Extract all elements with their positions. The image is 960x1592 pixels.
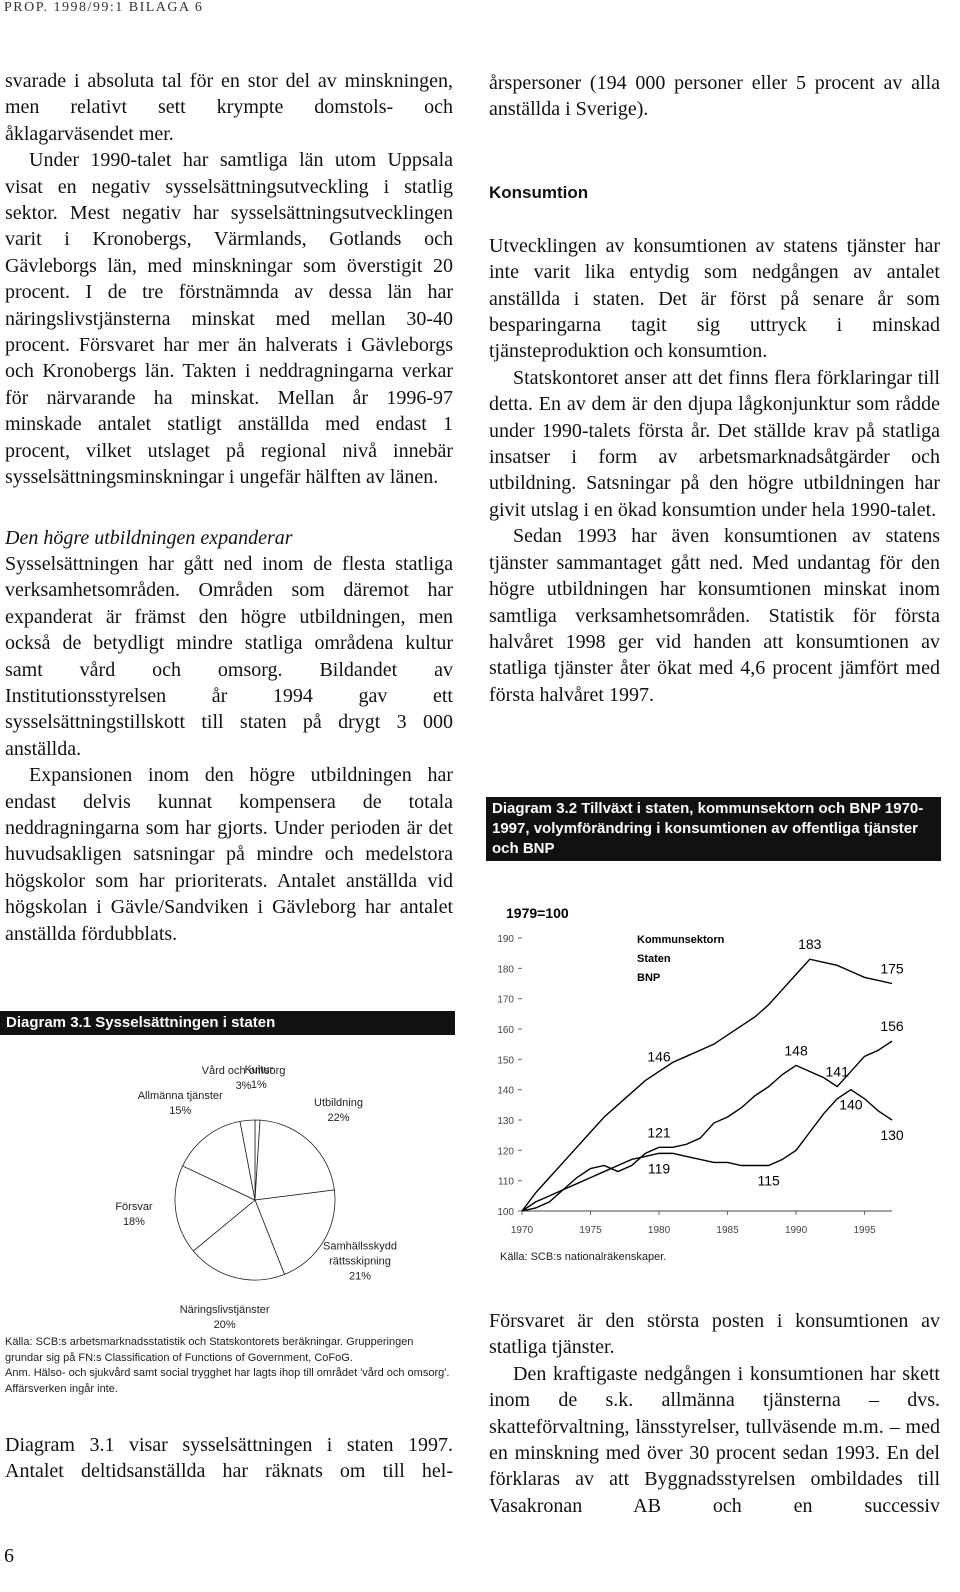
- slice-label: Kultur 1%: [211, 1063, 306, 1093]
- x-tick-label: 1985: [716, 1225, 739, 1236]
- pie-slice: [192, 1199, 285, 1281]
- x-tick-label: 1980: [648, 1225, 671, 1236]
- slice-label: Försvar 18%: [86, 1200, 181, 1230]
- annotation: 183: [798, 936, 822, 952]
- y-tick-label: 170: [497, 995, 514, 1006]
- y-tick-label: 130: [497, 1116, 514, 1127]
- pie-svg: [174, 1119, 336, 1281]
- paragraph: årspersoner (194 000 personer eller 5 pr…: [489, 72, 940, 121]
- note: Anm. Hälso- och sjukvård samt social try…: [5, 1367, 450, 1395]
- paragraph: svarade i absoluta tal för en stor del a…: [5, 70, 453, 145]
- annotation: 146: [647, 1048, 671, 1064]
- pie-slice: [254, 1119, 335, 1201]
- slice-label: Samhällsskydd rättsskipning 21%: [313, 1240, 408, 1285]
- source: Källa: SCB:s nationalräkenskaper.: [500, 1251, 667, 1263]
- paragraphs: svarade i absoluta tal för en stor del a…: [5, 68, 453, 491]
- slice-label: Näringslivstjänster 20%: [177, 1303, 272, 1333]
- pie-slice: [254, 1189, 336, 1275]
- y-tick-label: 140: [497, 1086, 514, 1097]
- diagram-title: Diagram 3.2 Tillväxt i staten, kommunsek…: [486, 797, 941, 861]
- slice-name: Kultur: [244, 1064, 274, 1077]
- slice-name: Utbildning: [314, 1097, 363, 1110]
- x-tick-label: 1990: [785, 1225, 808, 1236]
- paragraph: Utvecklingen av konsumtionen av statens …: [489, 234, 940, 363]
- paragraphs: årspersoner (194 000 personer eller 5 pr…: [489, 70, 940, 123]
- left-text: svarade i absoluta tal för en stor del a…: [5, 68, 453, 947]
- y-tick-label: 120: [497, 1146, 514, 1157]
- annotation: 175: [880, 961, 904, 977]
- paragraph: Under 1990-talet har samtliga län utom U…: [5, 149, 453, 489]
- diagram-title: Diagram 3.1 Sysselsättningen i staten: [0, 1011, 455, 1035]
- x-tick-label: 1975: [579, 1225, 602, 1236]
- paragraphs: Utvecklingen av konsumtionen av statens …: [489, 233, 940, 708]
- series-line: [521, 1088, 893, 1212]
- annotation: 119: [648, 1160, 671, 1176]
- paragraph: Diagram 3.1 visar sysselsättningen i sta…: [5, 1434, 453, 1483]
- line-chart: 1979=100 100 110 120 130 140 150 160 170 180 190 19…: [497, 905, 904, 1236]
- paragraph: Expansionen inom den högre utbildningen …: [5, 764, 453, 945]
- legend-label: BNP: [637, 972, 660, 984]
- slice-value: 20%: [213, 1319, 236, 1332]
- slice-name: Samhällsskydd rättsskipning: [323, 1240, 397, 1268]
- annotation: 148: [784, 1042, 808, 1058]
- right-bottom-text: Försvaret är den största posten i konsum…: [489, 1308, 940, 1519]
- subheading: Den högre utbildningen expanderar: [5, 526, 293, 549]
- annotation: 156: [880, 1018, 904, 1034]
- x-tick-label: 1995: [853, 1225, 876, 1236]
- y-tick-label: 180: [497, 964, 514, 975]
- legend-label: Staten: [637, 953, 671, 965]
- legend-label: Kommunsektorn: [637, 934, 725, 946]
- paragraph: Sedan 1993 har även konsumtionen av stat…: [489, 525, 940, 706]
- running-header: PROP. 1998/99:1 BILAGA 6: [4, 0, 204, 15]
- slice-label: Utbildning 22%: [291, 1096, 386, 1126]
- slice-value: 3%: [235, 1079, 252, 1092]
- right-text: årspersoner (194 000 personer eller 5 pr…: [489, 70, 940, 708]
- series-line: [521, 1040, 893, 1212]
- slice-value: 1%: [250, 1079, 267, 1092]
- y-tick-label: 190: [497, 934, 514, 945]
- subheading: Konsumtion: [489, 182, 589, 202]
- page-number: 6: [4, 1545, 14, 1567]
- annotation: 141: [826, 1064, 850, 1080]
- annotation: 121: [647, 1124, 671, 1140]
- paragraph: Den kraftigaste nedgången i konsumtionen…: [489, 1362, 940, 1517]
- y-axis-label: 1979=100: [506, 905, 569, 921]
- paragraph: Statskontoret anser att det finns flera …: [489, 366, 940, 521]
- pie-slice: [239, 1119, 256, 1201]
- pie-slice: [174, 1165, 256, 1252]
- slice-label: Allmänna tjänster 15%: [133, 1089, 228, 1119]
- y-tick-label: 160: [497, 1025, 514, 1036]
- annotation: 140: [839, 1097, 863, 1113]
- slice-name: Vård och omsorg: [201, 1064, 286, 1077]
- slice-name: Allmänna tjänster: [137, 1089, 223, 1102]
- slice-value: 21%: [348, 1270, 372, 1283]
- paragraph: Försvaret är den största posten i konsum…: [489, 1310, 940, 1359]
- slice-value: 22%: [327, 1112, 350, 1125]
- slice-name: Näringslivstjänster: [179, 1304, 270, 1317]
- paragraphs: Försvaret är den största posten i konsum…: [489, 1308, 940, 1519]
- annotation: 130: [880, 1127, 904, 1143]
- slice-name: Försvar: [115, 1201, 153, 1214]
- x-tick-label: 1970: [511, 1225, 534, 1236]
- annotation: 115: [758, 1173, 781, 1189]
- note: Källa: SCB:s arbetsmarknadsstatistik och…: [5, 1336, 414, 1364]
- pie-chart: Kultur 1% Utbildning 22% Samhällsskydd rätts…: [0, 1035, 455, 1331]
- pie-slice: [182, 1120, 256, 1201]
- paragraph: Sysselsättningen har gått ned inom de fl…: [5, 552, 453, 760]
- paragraphs: Diagram 3.1 visar sysselsättningen i sta…: [5, 1432, 453, 1485]
- slice-label: Vård och omsorg 3%: [196, 1064, 291, 1094]
- y-tick-label: 110: [498, 1177, 514, 1188]
- slice-value: 15%: [169, 1104, 192, 1117]
- series-line: [521, 958, 893, 1212]
- y-tick-label: 150: [497, 1055, 514, 1066]
- notes: Källa: SCB:s arbetsmarknadsstatistik och…: [5, 1335, 450, 1397]
- slice-value: 18%: [122, 1216, 145, 1229]
- left-bottom-text: Diagram 3.1 visar sysselsättningen i sta…: [5, 1432, 453, 1485]
- paragraphs: Sysselsättningen har gått ned inom de fl…: [5, 551, 453, 947]
- y-tick-label: 100: [497, 1207, 514, 1218]
